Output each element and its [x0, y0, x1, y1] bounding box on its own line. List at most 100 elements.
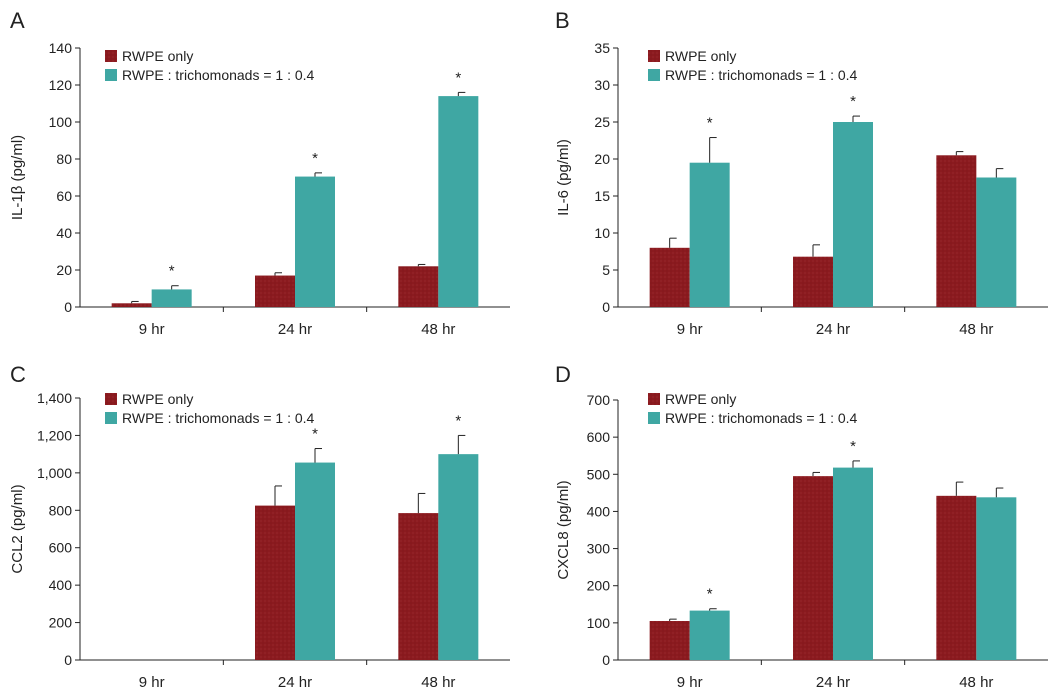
significance-star: *: [707, 115, 713, 132]
panel-d: D 0 100 200 300 400 500 600 700 CXCL8 (pg/ml) 9 hr…: [555, 362, 1048, 691]
legend-label: RWPE : trichomonads = 1 : 0.4: [665, 67, 858, 83]
legend: RWPE only RWPE : trichomonads = 1 : 0.4: [105, 48, 315, 83]
y-tick-label: 5: [602, 262, 610, 278]
y-tick-label: 20: [56, 262, 72, 278]
y-tick-label: 140: [49, 40, 73, 56]
significance-star: *: [707, 586, 713, 603]
panel-label: D: [555, 362, 571, 387]
x-tick-label: 48 hr: [421, 674, 455, 691]
x-tick-label: 24 hr: [278, 321, 312, 338]
y-tick-label: 400: [49, 577, 73, 593]
bar-rwpe-only: [649, 621, 690, 660]
bar-rwpe-only: [793, 256, 833, 307]
panel-c: C 0 200 400 600 800 1,000 1,200 1,400 CCL2 (pg/ml…: [9, 362, 510, 691]
y-tick-label: 200: [587, 578, 611, 594]
y-tick-label: 80: [56, 151, 72, 167]
y-tick-label: 1,200: [37, 427, 72, 443]
bar-rwpe-only: [255, 275, 295, 307]
legend-swatch: [648, 50, 660, 62]
bar-rwpe-trichomonads: [976, 177, 1017, 307]
panel-label: B: [555, 8, 570, 33]
significance-star: *: [455, 412, 461, 429]
bar-rwpe-trichomonads: [295, 176, 335, 307]
y-tick-label: 40: [56, 225, 72, 241]
x-tick-label: 48 hr: [959, 674, 993, 691]
y-tick-label: 35: [594, 40, 610, 56]
bar-rwpe-only: [936, 155, 977, 307]
y-tick-label: 10: [594, 225, 610, 241]
y-tick-label: 15: [594, 188, 610, 204]
bar-rwpe-only: [793, 476, 833, 660]
legend-label: RWPE only: [665, 48, 736, 64]
bar-rwpe-trichomonads: [689, 162, 730, 307]
legend: RWPE only RWPE : trichomonads = 1 : 0.4: [648, 48, 858, 83]
bar-rwpe-only: [111, 303, 152, 307]
x-tick-label: 9 hr: [677, 321, 703, 338]
legend: RWPE only RWPE : trichomonads = 1 : 0.4: [105, 391, 315, 426]
significance-star: *: [169, 263, 175, 280]
legend-swatch: [648, 412, 660, 424]
y-tick-label: 600: [587, 429, 611, 445]
legend-label: RWPE : trichomonads = 1 : 0.4: [122, 410, 315, 426]
x-tick-label: 9 hr: [139, 321, 165, 338]
legend-swatch: [105, 69, 117, 81]
bar-rwpe-only: [649, 247, 690, 307]
legend-label: RWPE : trichomonads = 1 : 0.4: [122, 67, 315, 83]
significance-star: *: [850, 438, 856, 455]
legend: RWPE only RWPE : trichomonads = 1 : 0.4: [648, 391, 858, 426]
bar-rwpe-only: [936, 495, 977, 660]
y-tick-label: 25: [594, 114, 610, 130]
legend-swatch: [648, 69, 660, 81]
y-tick-label: 120: [49, 77, 73, 93]
y-tick-label: 60: [56, 188, 72, 204]
panel-label: C: [10, 362, 26, 387]
x-tick-label: 24 hr: [816, 321, 850, 338]
y-tick-label: 800: [49, 502, 73, 518]
y-axis-label: CCL2 (pg/ml): [9, 484, 26, 573]
y-axis-label: IL-6 (pg/ml): [555, 139, 572, 216]
y-tick-label: 200: [49, 615, 73, 631]
legend-swatch: [648, 393, 660, 405]
bar-rwpe-only: [398, 513, 439, 660]
x-tick-label: 9 hr: [677, 674, 703, 691]
legend-label: RWPE : trichomonads = 1 : 0.4: [665, 410, 858, 426]
y-axis-label: IL-1β (pg/ml): [9, 135, 26, 220]
y-axis-label: CXCL8 (pg/ml): [555, 480, 572, 579]
legend-swatch: [105, 412, 117, 424]
y-tick-label: 500: [587, 466, 611, 482]
significance-star: *: [455, 69, 461, 86]
y-tick-label: 400: [587, 503, 611, 519]
legend-label: RWPE only: [665, 391, 736, 407]
significance-star: *: [312, 426, 318, 443]
x-tick-label: 48 hr: [421, 321, 455, 338]
legend-swatch: [105, 50, 117, 62]
y-tick-label: 100: [49, 114, 73, 130]
x-tick-label: 24 hr: [278, 674, 312, 691]
y-tick-label: 1,400: [37, 390, 72, 406]
y-tick-label: 600: [49, 540, 73, 556]
y-tick-label: 1,000: [37, 465, 72, 481]
panel-a: A 0 20 40 60 80 100 120 140 IL-1β (pg/ml) 9 hr * 24 …: [9, 8, 510, 338]
x-tick-label: 9 hr: [139, 674, 165, 691]
bar-rwpe-trichomonads: [833, 467, 873, 660]
y-tick-label: 0: [64, 652, 72, 668]
y-tick-label: 0: [602, 299, 610, 315]
legend-label: RWPE only: [122, 391, 193, 407]
y-tick-label: 300: [587, 541, 611, 557]
bar-rwpe-trichomonads: [689, 610, 730, 660]
bar-rwpe-trichomonads: [976, 497, 1017, 660]
bar-rwpe-trichomonads: [151, 289, 192, 307]
y-tick-label: 30: [594, 77, 610, 93]
x-tick-label: 24 hr: [816, 674, 850, 691]
y-tick-label: 700: [587, 392, 611, 408]
y-tick-label: 20: [594, 151, 610, 167]
legend-label: RWPE only: [122, 48, 193, 64]
legend-swatch: [105, 393, 117, 405]
x-tick-label: 48 hr: [959, 321, 993, 338]
y-tick-label: 100: [587, 615, 611, 631]
bar-rwpe-trichomonads: [438, 454, 479, 660]
bar-rwpe-trichomonads: [438, 96, 479, 307]
significance-star: *: [850, 93, 856, 110]
bar-rwpe-only: [255, 505, 295, 660]
